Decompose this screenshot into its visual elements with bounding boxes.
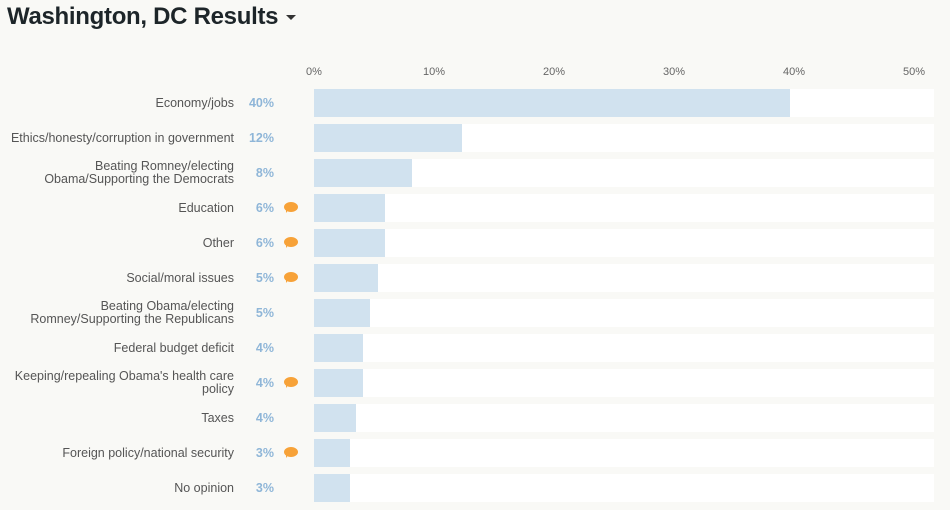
data-label: 40% bbox=[248, 96, 274, 110]
caret-down-icon bbox=[286, 15, 297, 21]
data-label: 5% bbox=[255, 306, 274, 320]
tick-label: 40% bbox=[782, 66, 806, 78]
bar-track bbox=[314, 404, 934, 432]
bar[interactable] bbox=[314, 124, 462, 152]
data-label: 4% bbox=[255, 411, 274, 425]
bar-row: Federal budget deficit 4% bbox=[0, 334, 950, 362]
bar[interactable] bbox=[314, 159, 413, 187]
bar-row: Social/moral issues 5% bbox=[0, 264, 950, 292]
bar[interactable] bbox=[314, 439, 350, 467]
bar[interactable] bbox=[314, 404, 356, 432]
data-label: 4% bbox=[255, 341, 274, 355]
data-label: 3% bbox=[255, 446, 274, 460]
category-label: No opinion bbox=[174, 480, 234, 495]
category-label: Beating Romney/electing Obama/Supporting… bbox=[44, 159, 234, 186]
bar-track bbox=[314, 334, 934, 362]
comment-bubble-icon[interactable] bbox=[284, 377, 298, 388]
comment-bubble-icon[interactable] bbox=[284, 272, 298, 283]
bar[interactable] bbox=[314, 89, 791, 117]
bar[interactable] bbox=[314, 194, 385, 222]
bar-track bbox=[314, 264, 934, 292]
data-label: 5% bbox=[255, 271, 274, 285]
bar[interactable] bbox=[314, 334, 364, 362]
bar-track bbox=[314, 369, 934, 397]
data-label: 6% bbox=[255, 201, 274, 215]
bar-row: Beating Romney/electing Obama/Supporting… bbox=[0, 159, 950, 187]
bar-track bbox=[314, 299, 934, 327]
results-title-dropdown[interactable]: Washington, DC Results bbox=[7, 3, 297, 31]
bar-row: Education 6% bbox=[0, 194, 950, 222]
bar-row: Beating Obama/electing Romney/Supporting… bbox=[0, 299, 950, 327]
bar[interactable] bbox=[314, 229, 385, 257]
category-label: Foreign policy/national security bbox=[62, 445, 234, 460]
data-label: 3% bbox=[255, 481, 274, 495]
category-label: Other bbox=[202, 235, 234, 250]
tick-label: 30% bbox=[662, 66, 686, 78]
tick-label: 0% bbox=[306, 66, 322, 78]
data-label: 12% bbox=[248, 131, 274, 145]
bar-track bbox=[314, 89, 934, 117]
tick-label: 20% bbox=[542, 66, 566, 78]
bar-row: Foreign policy/national security 3% bbox=[0, 439, 950, 467]
data-label: 4% bbox=[255, 376, 274, 390]
category-label: Federal budget deficit bbox=[113, 340, 234, 355]
bar-row: Other 6% bbox=[0, 229, 950, 257]
data-label: 6% bbox=[255, 236, 274, 250]
comment-bubble-icon[interactable] bbox=[284, 447, 298, 458]
bar-row: Taxes 4% bbox=[0, 404, 950, 432]
category-label: Social/moral issues bbox=[126, 270, 234, 285]
bar-track bbox=[314, 124, 934, 152]
bar-row: Ethics/honesty/corruption in government … bbox=[0, 124, 950, 152]
bar[interactable] bbox=[314, 474, 350, 502]
category-label: Ethics/honesty/corruption in government bbox=[10, 130, 234, 145]
category-label: Economy/jobs bbox=[155, 95, 234, 110]
category-label: Education bbox=[178, 200, 234, 215]
bar-track bbox=[314, 439, 934, 467]
bar[interactable] bbox=[314, 299, 371, 327]
bar-track bbox=[314, 159, 934, 187]
bar-track bbox=[314, 229, 934, 257]
category-label: Beating Obama/electing Romney/Supporting… bbox=[30, 299, 234, 326]
tick-label: 50% bbox=[902, 66, 926, 78]
bar-track bbox=[314, 474, 934, 502]
comment-bubble-icon[interactable] bbox=[284, 237, 298, 248]
page-title: Washington, DC Results bbox=[7, 3, 279, 30]
bar[interactable] bbox=[314, 264, 378, 292]
data-label: 8% bbox=[255, 166, 274, 180]
bar[interactable] bbox=[314, 369, 364, 397]
category-label: Taxes bbox=[201, 410, 234, 425]
bar-row: Keeping/repealing Obama's health care po… bbox=[0, 369, 950, 397]
bar-row: No opinion 3% bbox=[0, 474, 950, 502]
comment-bubble-icon[interactable] bbox=[284, 202, 298, 213]
bar-row: Economy/jobs 40% bbox=[0, 89, 950, 117]
bar-track bbox=[314, 194, 934, 222]
tick-label: 10% bbox=[422, 66, 446, 78]
category-label: Keeping/repealing Obama's health care po… bbox=[14, 369, 234, 396]
